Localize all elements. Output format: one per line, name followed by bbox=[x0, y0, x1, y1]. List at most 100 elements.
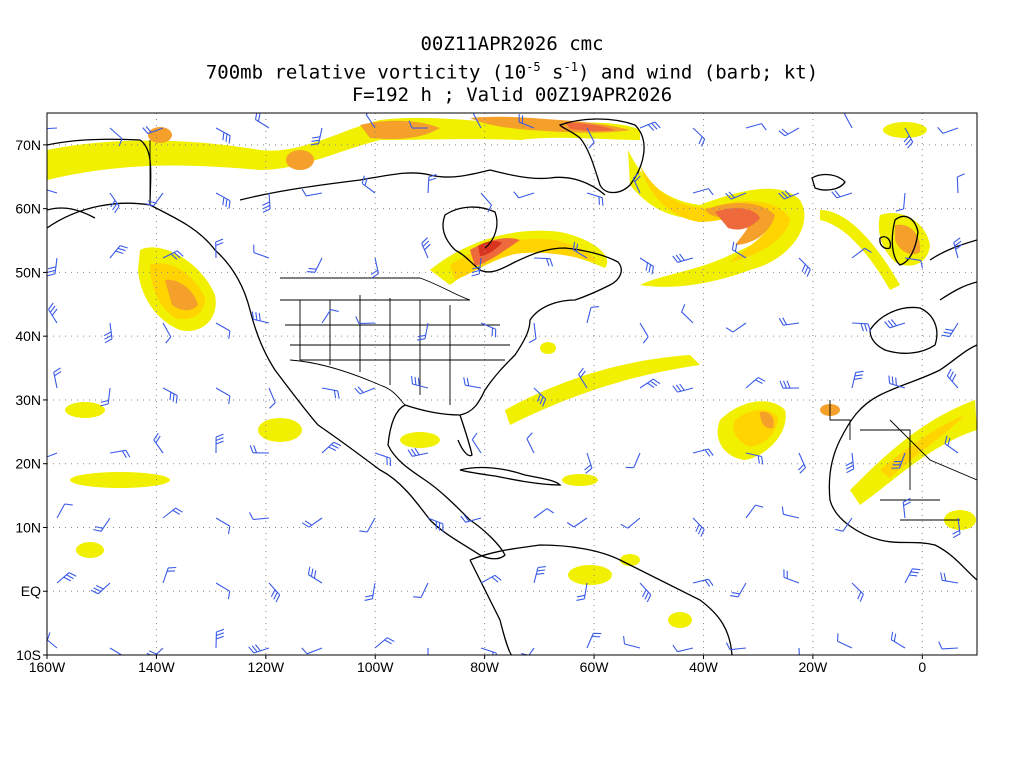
wind-barb bbox=[374, 637, 395, 649]
wind-barb bbox=[301, 517, 323, 528]
coast-europe bbox=[929, 239, 977, 301]
coast-alaska bbox=[47, 138, 152, 219]
wind-barb bbox=[851, 322, 872, 332]
wind-barb bbox=[47, 452, 58, 458]
wind-barb bbox=[692, 448, 714, 457]
coast-canada-arctic bbox=[239, 169, 606, 201]
wind-barb bbox=[937, 126, 959, 134]
lat-label: 50N bbox=[15, 264, 41, 280]
plot-frame bbox=[46, 112, 978, 656]
wind-barb bbox=[321, 309, 339, 324]
wind-barb bbox=[408, 120, 429, 129]
wind-barb bbox=[888, 375, 906, 389]
longitude-labels: 160W 140W 120W 100W 80W 60W 40W 20W 0 bbox=[29, 655, 926, 675]
wind-barb bbox=[427, 173, 437, 194]
wind-barb bbox=[90, 582, 111, 595]
lon-label: 60W bbox=[580, 659, 610, 675]
wind-barb bbox=[473, 113, 482, 129]
wind-barb bbox=[47, 127, 58, 130]
wind-barb bbox=[891, 452, 906, 469]
wind-barb bbox=[162, 387, 178, 404]
lon-label: 0 bbox=[918, 659, 926, 675]
coast-uk bbox=[879, 215, 919, 266]
wind-barb bbox=[307, 566, 323, 584]
latitude-labels: 70N 60N 50N 40N 30N 20N 10N EQ 10S bbox=[15, 137, 47, 663]
wind-barb bbox=[844, 113, 853, 129]
wind-barb bbox=[248, 644, 270, 654]
wind-barb bbox=[480, 574, 502, 584]
wind-barb bbox=[851, 370, 864, 389]
title-line-1: 00Z11APR2026 cmc bbox=[420, 33, 604, 55]
wind-barb bbox=[355, 316, 376, 325]
wind-barb bbox=[56, 503, 73, 519]
wind-barb bbox=[783, 569, 800, 584]
wind-barb bbox=[745, 452, 764, 465]
wind-barb bbox=[944, 435, 959, 454]
lat-label: EQ bbox=[21, 583, 41, 599]
wind-barb bbox=[215, 387, 231, 404]
wind-barb bbox=[798, 647, 800, 655]
wind-barb bbox=[413, 582, 429, 598]
wind-barb bbox=[146, 647, 164, 655]
wind-barb bbox=[904, 568, 921, 584]
coast-hudson bbox=[442, 206, 498, 251]
wind-barb bbox=[956, 173, 965, 194]
wind-barb bbox=[845, 452, 855, 474]
wind-barb bbox=[162, 322, 172, 344]
wind-barb bbox=[301, 188, 323, 197]
coast-cuba bbox=[459, 466, 562, 486]
wind-barb bbox=[623, 635, 641, 649]
lat-label: 30N bbox=[15, 392, 41, 408]
wind-barb bbox=[692, 127, 706, 147]
wind-barb bbox=[572, 241, 588, 259]
wind-barb bbox=[215, 238, 224, 259]
wind-barb bbox=[745, 123, 767, 131]
vort-n-atlantic bbox=[628, 150, 805, 287]
vort-arctic-band bbox=[47, 117, 640, 180]
wind-barb bbox=[578, 367, 588, 389]
wind-barb bbox=[215, 322, 231, 339]
coast-greenland bbox=[558, 118, 645, 194]
wind-barb bbox=[526, 432, 535, 454]
wind-barb bbox=[851, 582, 864, 602]
wind-barb bbox=[639, 257, 655, 275]
wind-barb bbox=[584, 452, 593, 474]
coast-africa bbox=[828, 344, 977, 581]
wind-barb bbox=[374, 452, 392, 467]
wind-barb bbox=[692, 517, 705, 537]
wind-barb bbox=[162, 250, 184, 260]
lon-label: 120W bbox=[248, 659, 285, 675]
wind-barb bbox=[460, 514, 482, 523]
wind-barb bbox=[365, 113, 376, 129]
wind-barb bbox=[625, 452, 641, 469]
wind-barb bbox=[463, 377, 482, 389]
wind-barb bbox=[471, 257, 482, 277]
wind-barb bbox=[639, 378, 661, 389]
wind-barb bbox=[162, 507, 183, 519]
wind-barb bbox=[480, 192, 492, 213]
wind-barb bbox=[778, 127, 800, 137]
wind-barb bbox=[902, 497, 911, 519]
wind-barb bbox=[145, 192, 164, 207]
wind-barb bbox=[47, 257, 58, 277]
wind-barb bbox=[93, 517, 111, 532]
political-borders bbox=[149, 140, 977, 521]
wind-barb bbox=[162, 566, 177, 584]
lon-label: 40W bbox=[689, 659, 719, 675]
wind-barb bbox=[639, 582, 652, 603]
wind-barb bbox=[370, 257, 380, 279]
wind-barb bbox=[725, 642, 747, 651]
wind-barb bbox=[639, 322, 649, 344]
wind-barb bbox=[533, 566, 546, 584]
wind-barb bbox=[672, 253, 694, 263]
wind-barb bbox=[410, 376, 429, 389]
wind-barb bbox=[533, 508, 555, 519]
wind-barb bbox=[778, 317, 800, 326]
wind-barbs bbox=[47, 113, 965, 655]
lat-label: 10N bbox=[15, 519, 41, 535]
wind-barb bbox=[321, 387, 340, 399]
wind-barb bbox=[407, 447, 429, 457]
wind-barb bbox=[745, 504, 764, 519]
wind-barb bbox=[725, 191, 747, 200]
